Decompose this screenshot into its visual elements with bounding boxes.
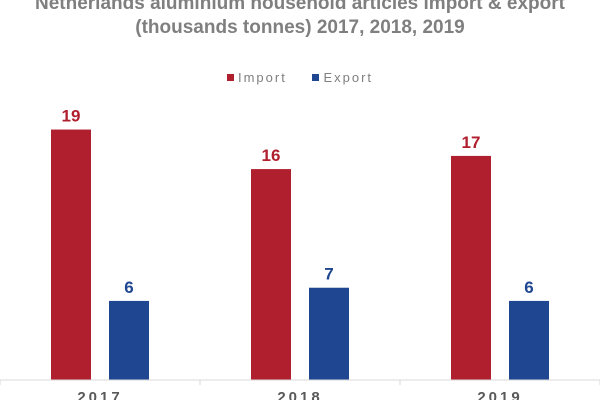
chart-title-line1: Netherlands aluminium household articles… xyxy=(35,0,565,14)
bar-import-2017 xyxy=(51,129,91,380)
bar-export-2017 xyxy=(109,300,149,380)
data-label-export-2017: 6 xyxy=(124,278,133,297)
data-label-import-2018: 16 xyxy=(262,146,281,165)
legend-label-export: Export xyxy=(323,70,374,85)
bar-export-2019 xyxy=(509,300,549,380)
chart-title: Netherlands aluminium household articles… xyxy=(0,0,600,40)
chart-title-line2: (thousands tonnes) 2017, 2018, 2019 xyxy=(135,17,465,38)
legend-swatch-import xyxy=(226,74,234,81)
x-tick-label-2018: 2018 xyxy=(277,389,322,400)
data-label-export-2019: 6 xyxy=(524,278,533,297)
legend-item-import: Import xyxy=(226,70,287,85)
bar-import-2019 xyxy=(451,155,491,380)
data-label-export-2018: 7 xyxy=(324,265,333,284)
chart-legend: Import Export xyxy=(0,70,600,85)
bar-import-2018 xyxy=(251,169,291,380)
legend-label-import: Import xyxy=(237,70,287,85)
x-tick-label-2019: 2019 xyxy=(477,389,522,400)
data-label-import-2019: 17 xyxy=(462,133,481,152)
bar-export-2018 xyxy=(309,287,349,380)
data-label-import-2017: 19 xyxy=(62,107,81,126)
legend-swatch-export xyxy=(312,74,320,81)
legend-item-export: Export xyxy=(312,70,373,85)
x-tick-label-2017: 2017 xyxy=(77,389,122,400)
